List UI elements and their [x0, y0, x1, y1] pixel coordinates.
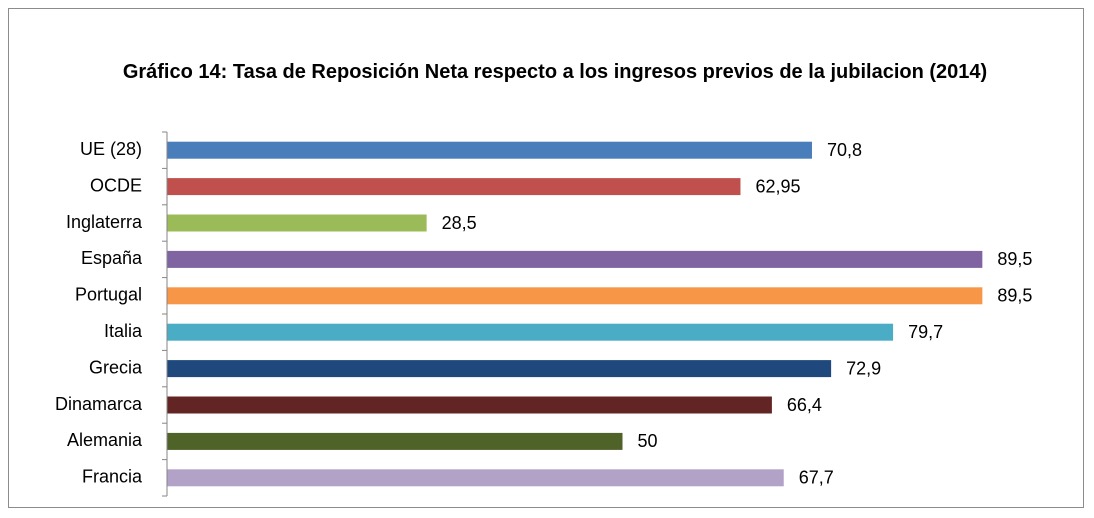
- y-tick-label: Italia: [104, 321, 143, 341]
- y-tick-label: Alemania: [67, 430, 143, 450]
- bar: [167, 323, 894, 341]
- bar: [167, 396, 772, 414]
- y-tick-label: España: [81, 248, 143, 268]
- data-label: 72,9: [846, 358, 881, 378]
- y-tick-label: UE (28): [80, 139, 142, 159]
- data-label: 79,7: [908, 322, 943, 342]
- bar: [167, 214, 427, 232]
- bar: [167, 469, 784, 487]
- y-tick-label: Francia: [82, 467, 143, 487]
- data-label: 67,7: [799, 468, 834, 488]
- data-label: 89,5: [997, 249, 1032, 269]
- data-label: 50: [638, 431, 658, 451]
- data-label: 66,4: [787, 395, 822, 415]
- data-label: 89,5: [997, 286, 1032, 306]
- chart-frame: [8, 8, 1084, 508]
- y-tick-label: Grecia: [89, 357, 143, 377]
- data-label: 70,8: [827, 140, 862, 160]
- bar: [167, 432, 623, 450]
- data-label: 62,95: [755, 176, 800, 196]
- bar: [167, 178, 741, 196]
- y-tick-label: Inglaterra: [66, 212, 143, 232]
- y-tick-label: OCDE: [90, 175, 142, 195]
- chart-title: Gráfico 14: Tasa de Reposición Neta resp…: [122, 61, 988, 83]
- y-tick-label: Dinamarca: [55, 394, 143, 414]
- bar: [167, 287, 983, 305]
- bar: [167, 250, 983, 268]
- data-label: 28,5: [442, 213, 477, 233]
- bar: [167, 360, 832, 378]
- y-tick-label: Portugal: [75, 285, 142, 305]
- bar: [167, 141, 812, 159]
